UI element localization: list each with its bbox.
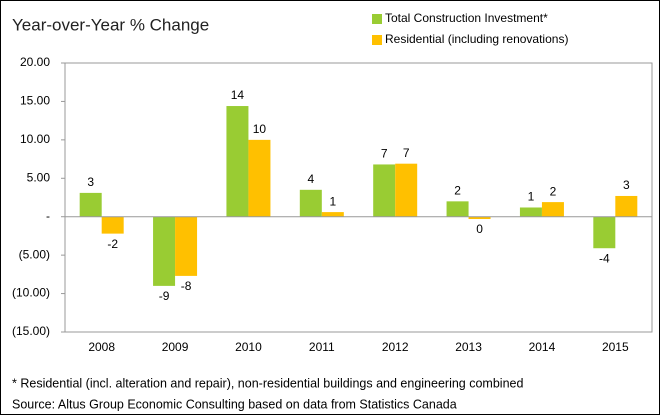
data-label: -2 — [107, 237, 118, 251]
bar — [373, 164, 396, 217]
y-tick-label: (5.00) — [19, 247, 50, 261]
legend-label: Residential (including renovations) — [385, 32, 568, 46]
bar — [79, 192, 102, 217]
bar — [153, 216, 176, 286]
data-label: -4 — [599, 251, 610, 265]
bar — [395, 163, 418, 217]
data-label: 10 — [253, 122, 267, 136]
bar — [519, 207, 542, 217]
y-tick-label: (10.00) — [12, 286, 50, 300]
data-label: 4 — [307, 172, 314, 186]
data-label: 2 — [550, 184, 557, 198]
y-tick-label: 15.00 — [20, 94, 50, 108]
plot-area — [64, 62, 653, 333]
x-tick-label: 2010 — [235, 340, 262, 354]
y-tick-label: 10.00 — [20, 132, 50, 146]
y-tick-label: 5.00 — [27, 170, 51, 184]
bar — [321, 212, 344, 217]
data-label: 3 — [87, 175, 94, 189]
y-tick-label: - — [46, 209, 50, 223]
bar — [248, 139, 271, 217]
legend-swatch — [372, 35, 382, 45]
y-tick-label: 20.00 — [20, 55, 50, 69]
bar — [299, 189, 322, 217]
data-label: 1 — [329, 194, 336, 208]
data-label: 7 — [381, 147, 388, 161]
footnote: * Residential (incl. alteration and repa… — [12, 376, 523, 390]
data-label: -8 — [181, 279, 192, 293]
data-label: 1 — [528, 190, 535, 204]
data-label: 14 — [231, 88, 245, 102]
footnote: Source: Altus Group Economic Consulting … — [12, 397, 457, 411]
bar — [541, 202, 564, 217]
legend-swatch — [372, 14, 382, 24]
bar — [101, 216, 124, 234]
data-label: 7 — [403, 146, 410, 160]
x-tick-label: 2014 — [529, 340, 556, 354]
x-tick-label: 2015 — [602, 340, 629, 354]
bar — [175, 216, 198, 276]
data-label: 2 — [454, 184, 461, 198]
x-tick-label: 2011 — [309, 340, 335, 354]
data-label: 0 — [476, 222, 483, 236]
bar — [226, 106, 249, 217]
chart-title: Year-over-Year % Change — [12, 15, 209, 34]
bar — [446, 201, 469, 217]
data-label: 3 — [623, 178, 630, 192]
bar — [468, 216, 491, 220]
x-tick-label: 2009 — [162, 340, 189, 354]
bar — [593, 216, 616, 249]
y-tick-label: (15.00) — [12, 324, 50, 338]
x-tick-label: 2013 — [455, 340, 482, 354]
bar — [615, 195, 638, 217]
x-tick-label: 2012 — [382, 340, 409, 354]
x-tick-label: 2008 — [88, 340, 115, 354]
data-label: -9 — [159, 289, 170, 303]
legend-label: Total Construction Investment* — [385, 11, 548, 25]
